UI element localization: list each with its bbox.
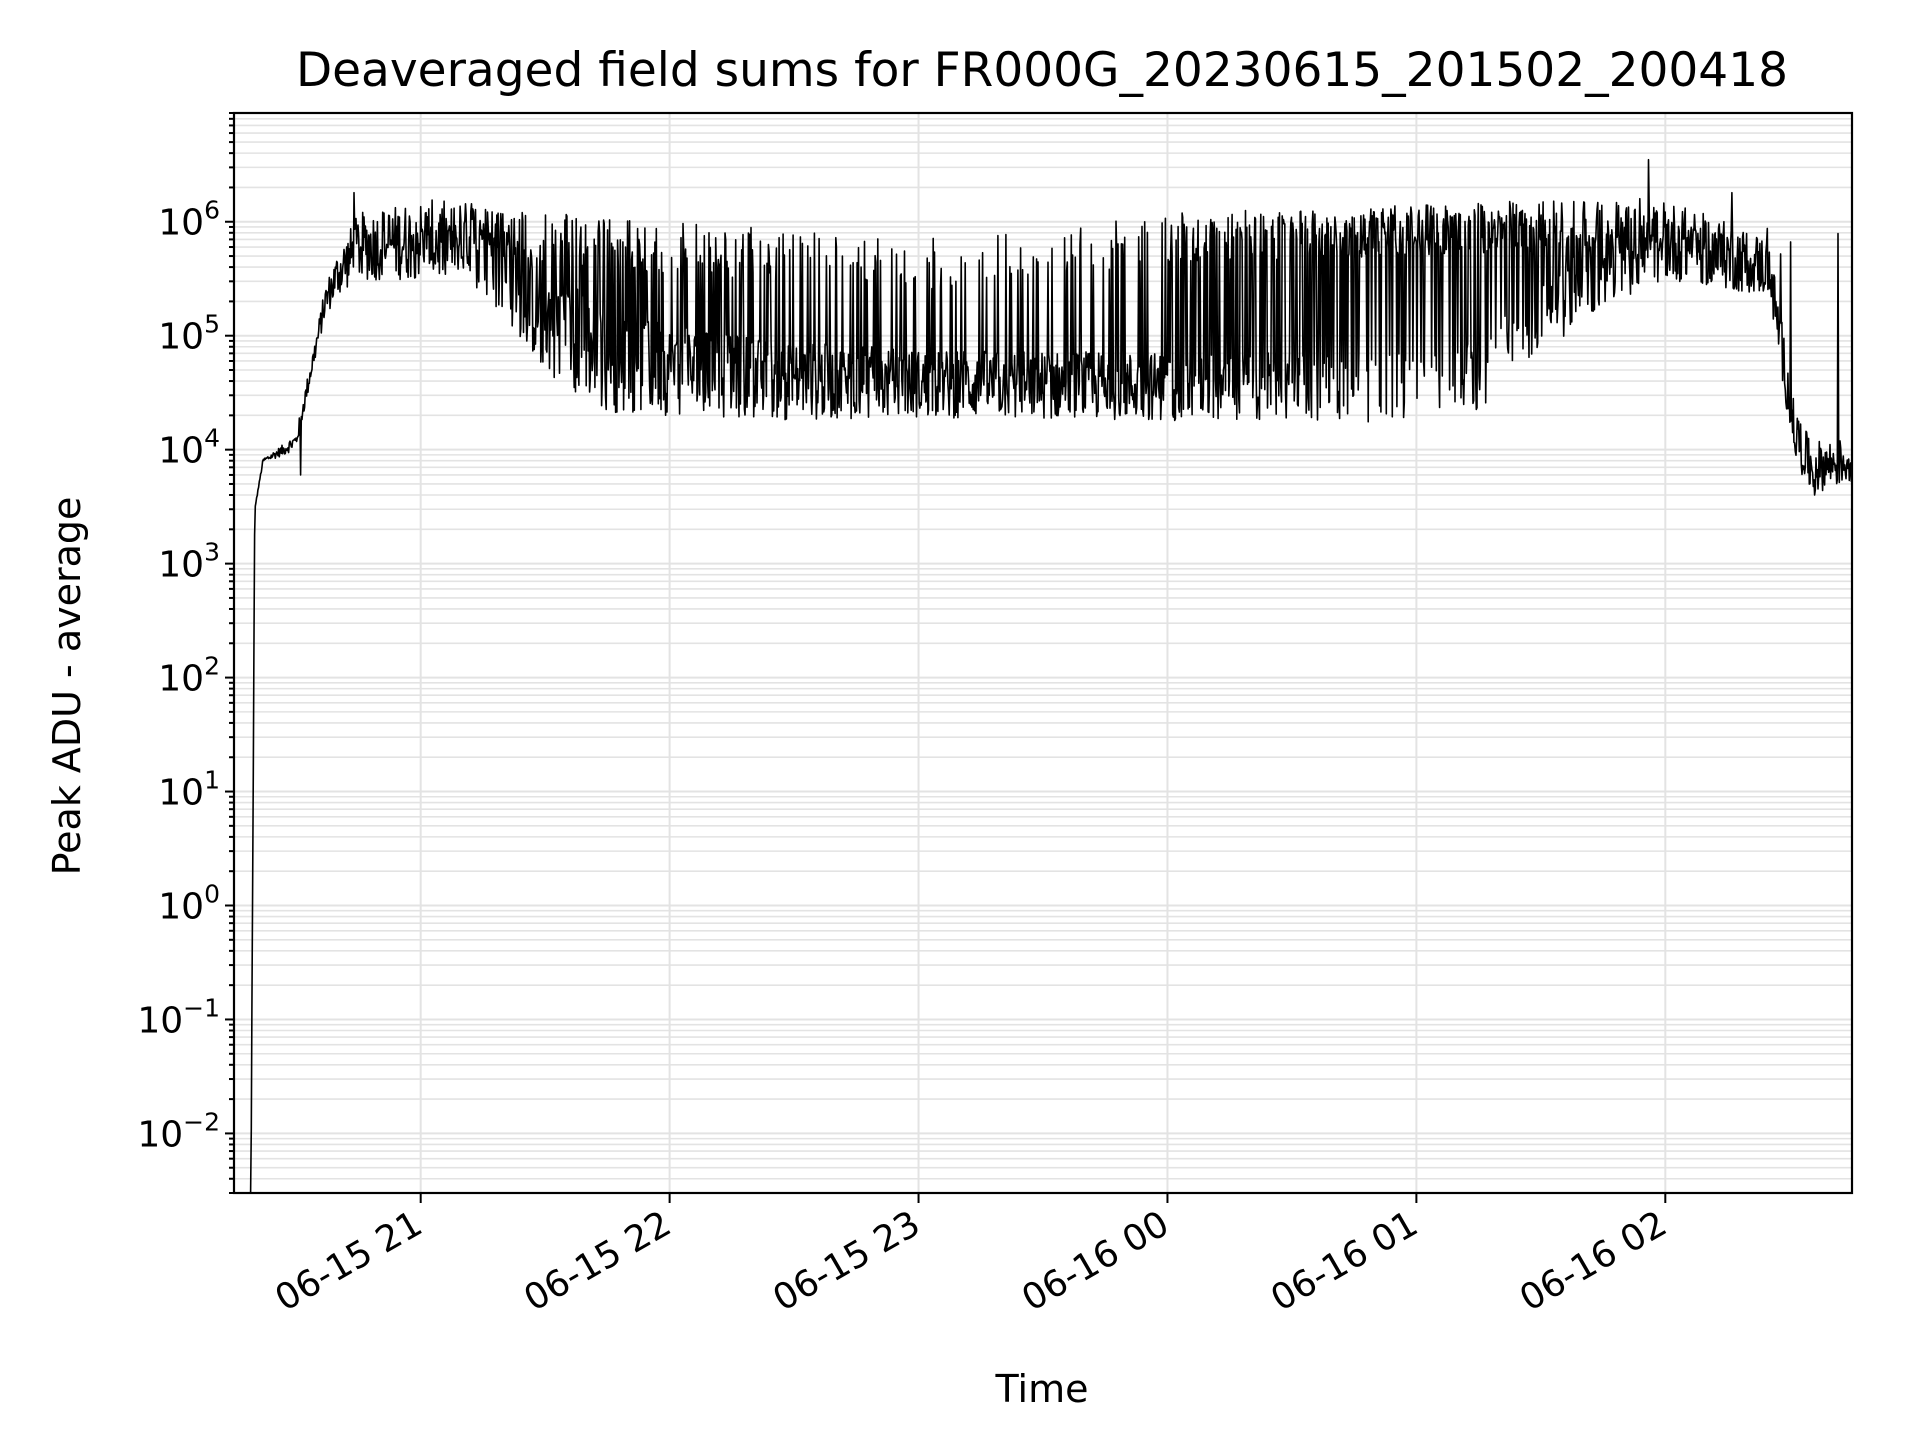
y-tick-label: 106 [158,196,220,244]
y-tick-label: 100 [158,879,220,927]
y-tick-label: 103 [158,538,220,586]
chart-title: Deaveraged field sums for FR000G_2023061… [296,43,1788,98]
minor-gridlines [234,112,1852,1194]
y-axis: 10−2 10−1 100 101 102 103 104 105 106 [137,112,234,1194]
x-axis-label: Time [995,1367,1089,1411]
y-tick-label: 10−2 [137,1107,220,1155]
major-gridlines [234,113,1852,1193]
y-tick-label: 10−1 [137,993,220,1041]
y-tick-label: 104 [158,424,220,472]
y-tick-label: 105 [158,310,220,358]
y-axis-label: Peak ADU - average [45,497,89,876]
plot-area [249,158,1853,1194]
y-tick-label: 101 [158,766,220,814]
y-tick-label: 102 [158,652,220,700]
plot-frame [232,111,1854,1195]
series-line [249,158,1853,1194]
